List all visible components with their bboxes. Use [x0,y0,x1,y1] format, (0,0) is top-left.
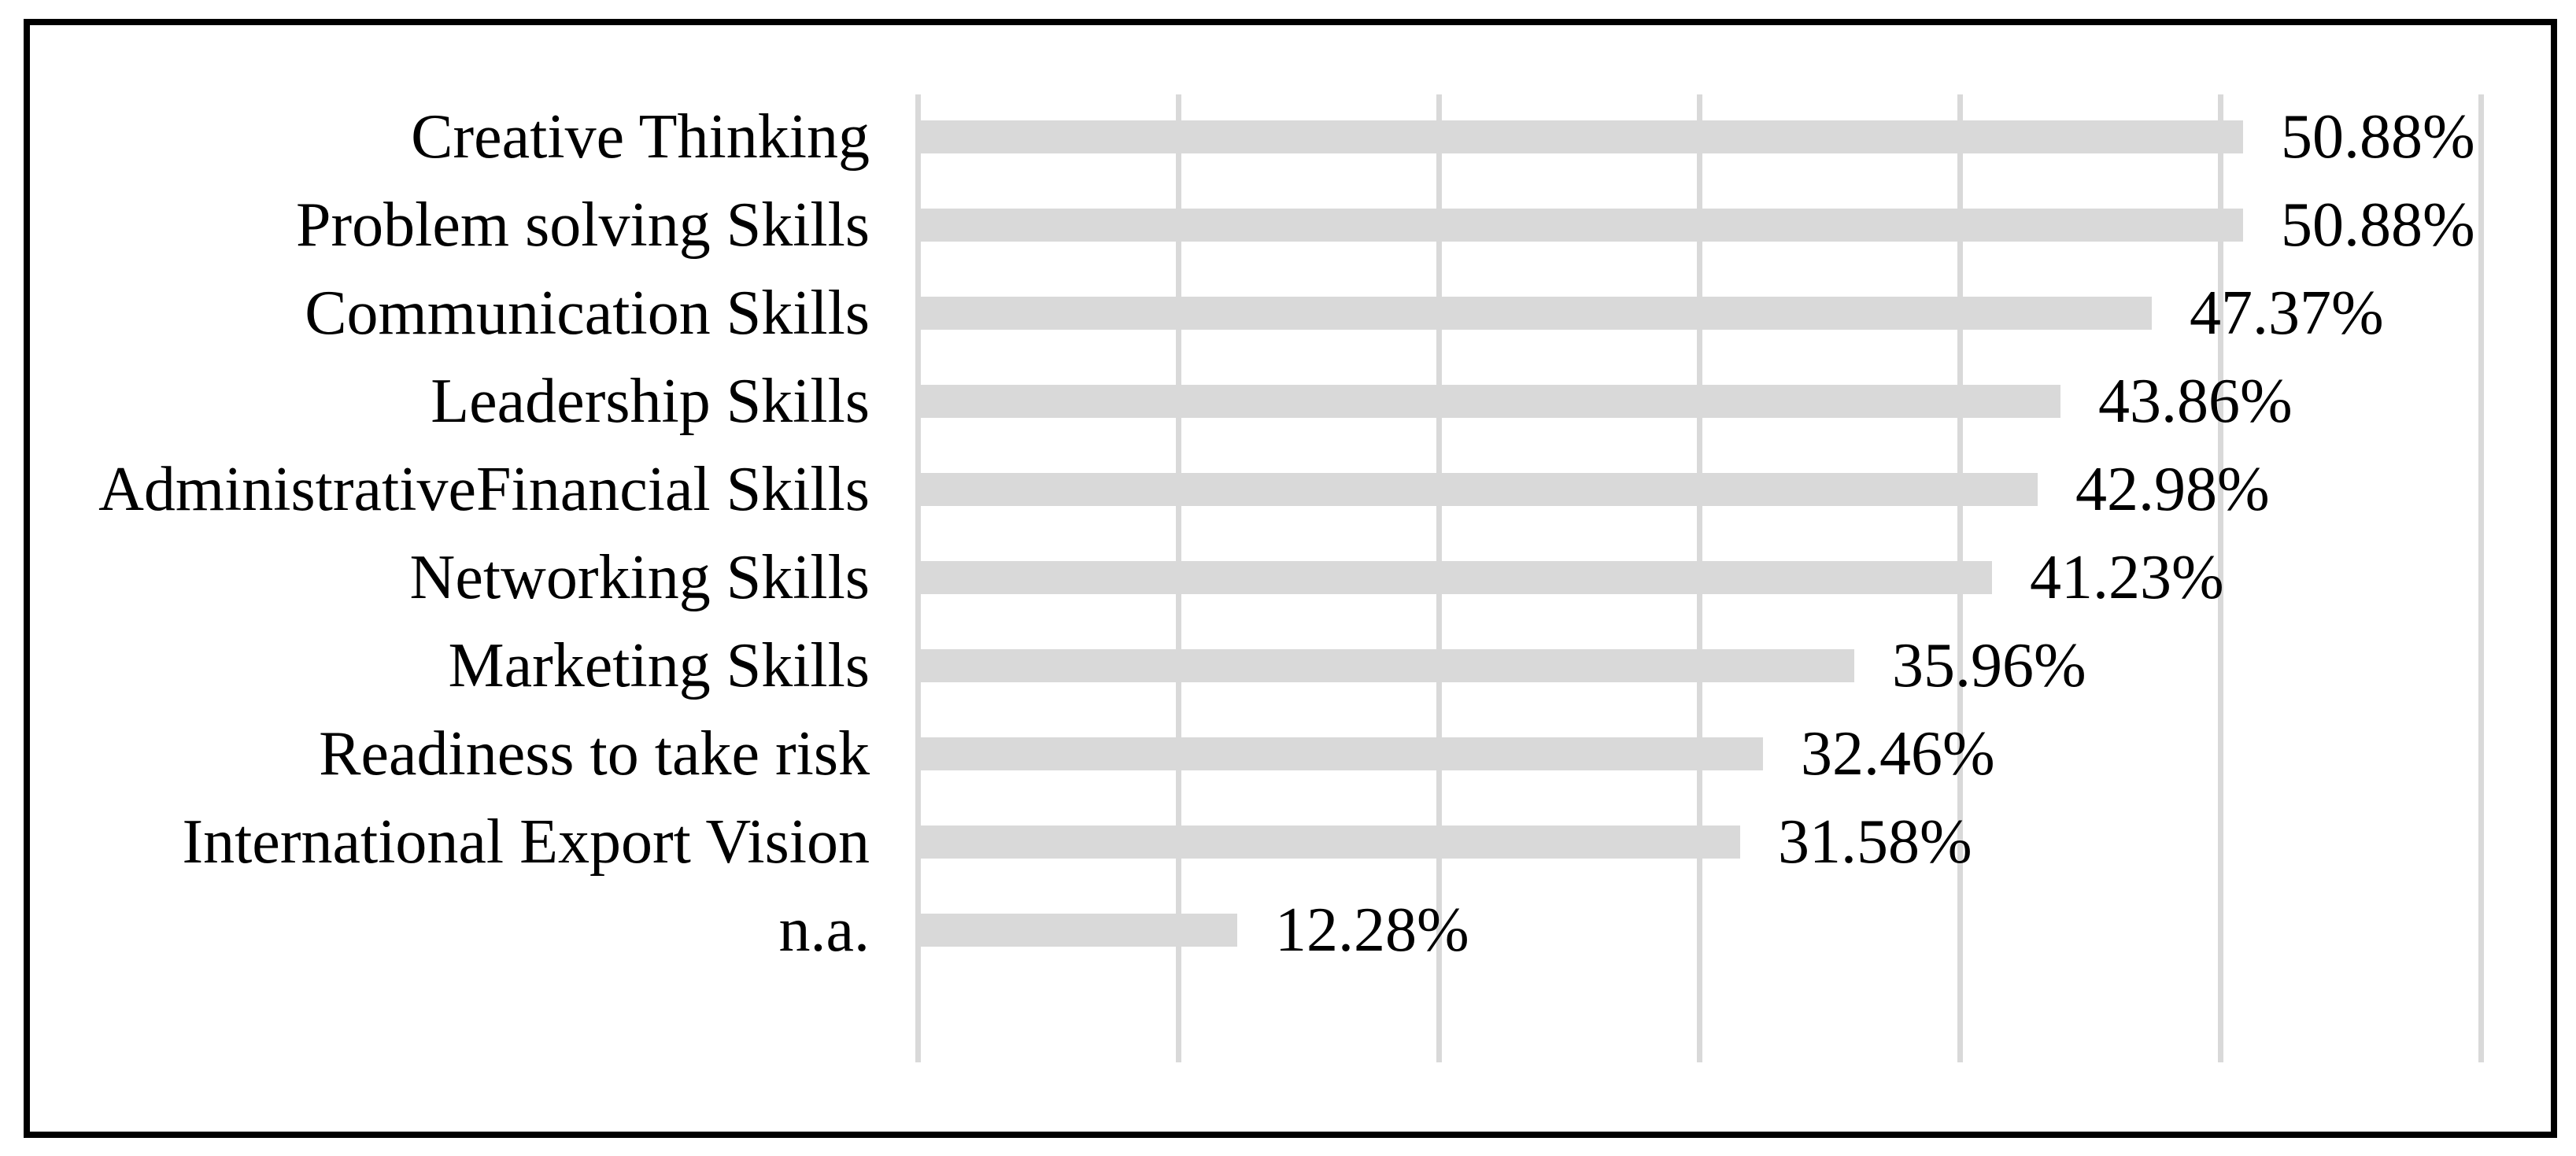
value-label: 42.98% [2075,455,2270,524]
category-label: Networking Skills [409,543,870,612]
value-label: 50.88% [2281,190,2475,260]
category-label: Problem solving Skills [296,190,870,260]
bar [918,561,1992,594]
category-label: Readiness to take risk [319,719,870,789]
bar [918,385,2060,418]
value-label: 32.46% [1801,719,1995,789]
bar [918,825,1740,859]
value-label: 43.86% [2098,367,2293,436]
bar [918,297,2152,330]
value-label: 41.23% [2030,543,2224,612]
category-label: AdministrativeFinancial Skills [98,455,870,524]
category-label: Leadership Skills [431,367,870,436]
value-label: 31.58% [1778,807,1972,877]
bar [918,914,1237,947]
category-label: Marketing Skills [448,631,870,700]
bar [918,209,2243,242]
bar [918,737,1763,770]
bar [918,473,2038,506]
category-label: n.a. [778,896,870,965]
category-label: Communication Skills [305,279,870,348]
category-label: International Export Vision [182,807,870,877]
category-label: Creative Thinking [411,102,870,172]
vertical-gridline [2478,94,2484,1062]
value-label: 35.96% [1892,631,2086,700]
value-label: 12.28% [1275,896,1469,965]
vertical-gridline [2218,94,2223,1062]
value-label: 47.37% [2190,279,2384,348]
bar [918,120,2243,153]
bar [918,649,1854,682]
value-label: 50.88% [2281,102,2475,172]
